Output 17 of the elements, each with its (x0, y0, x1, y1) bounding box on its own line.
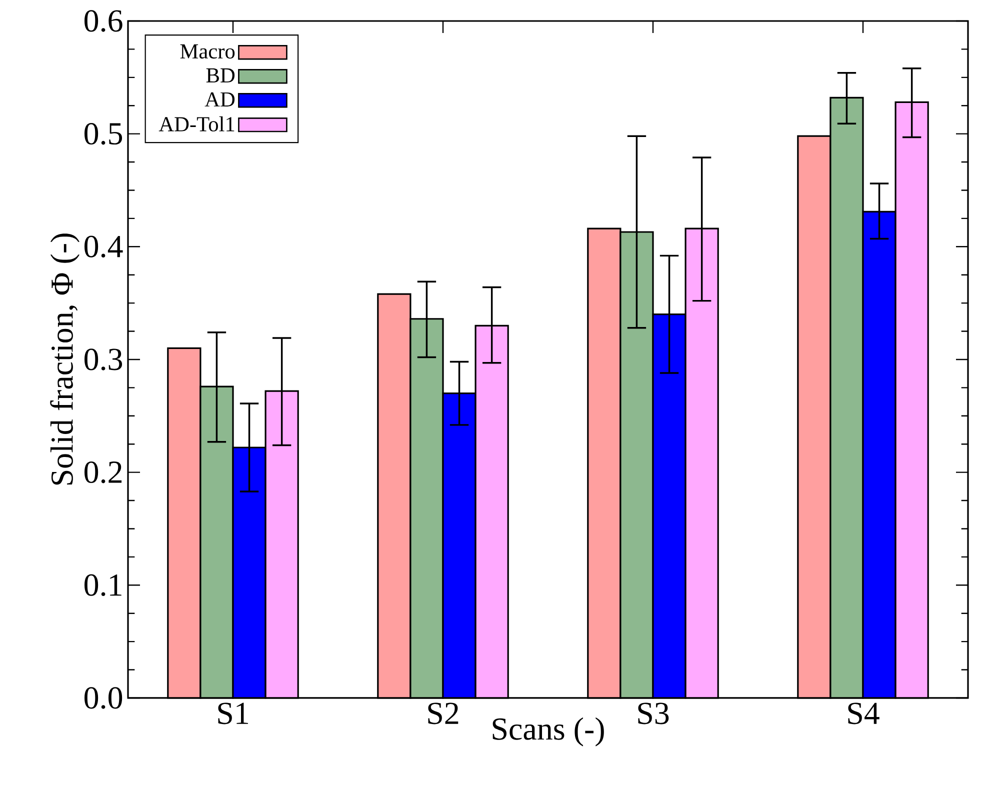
x-tick-label: S3 (638, 702, 669, 724)
x-axis-title: Scans (-) (492, 717, 604, 746)
y-axis-title: Solid fraction, Φ (-) (50, 234, 80, 485)
y-tick-label: 0.0 (84, 687, 122, 709)
y-tick-label: 0.2 (84, 461, 122, 484)
x-tick-label: S4 (848, 702, 880, 724)
legend-label: AD (204, 92, 235, 106)
legend-label: BD (206, 68, 235, 82)
y-tick-label: 0.5 (84, 122, 122, 145)
legend-label: Macro (180, 44, 235, 59)
x-tick-label: S1 (218, 702, 248, 724)
y-tick-label: 0.3 (84, 348, 122, 370)
y-tick-label: 0.1 (84, 574, 122, 596)
y-tick-label: 0.4 (84, 236, 123, 258)
x-tick-label: S2 (428, 702, 458, 724)
legend-label: AD-Tol1 (158, 116, 234, 132)
y-tick-label: 0.6 (84, 10, 122, 32)
